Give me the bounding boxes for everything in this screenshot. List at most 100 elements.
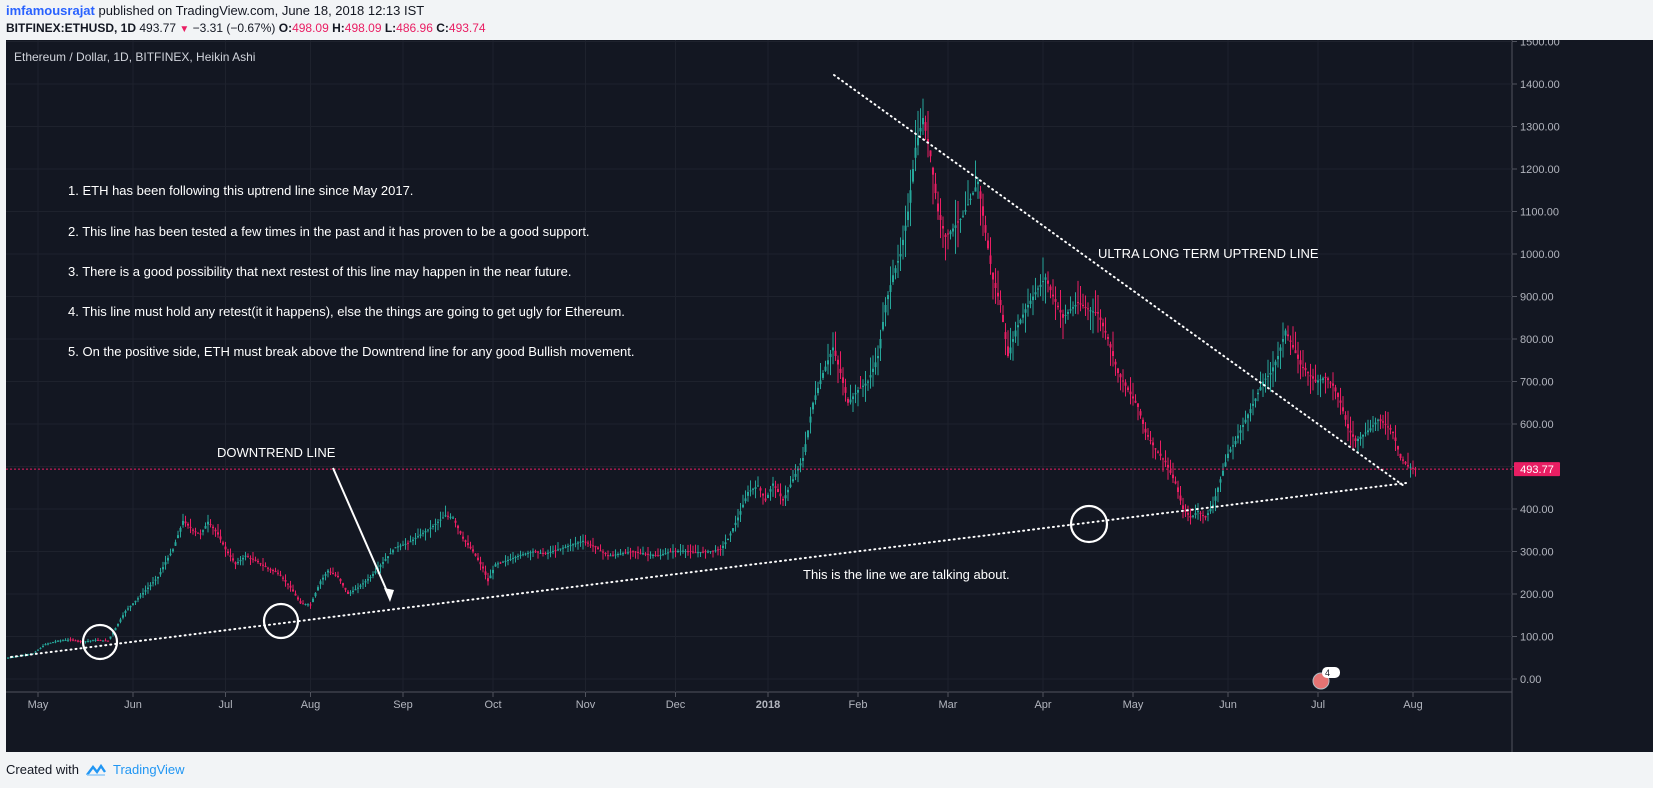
- candle-body: [1384, 423, 1387, 425]
- candle-body: [1354, 438, 1357, 441]
- candle-body: [842, 377, 844, 383]
- candle-body: [897, 261, 899, 263]
- candle-body: [902, 239, 904, 246]
- candle-body: [922, 118, 924, 125]
- candle-body: [632, 551, 634, 553]
- candle-body: [282, 577, 284, 579]
- candle-body: [284, 580, 287, 582]
- candle-body: [867, 381, 869, 383]
- note-2: 2. This line has been tested a few times…: [68, 224, 590, 239]
- candle-body: [1062, 314, 1064, 318]
- candle-body: [894, 268, 897, 273]
- candle-body: [967, 204, 969, 206]
- author-link[interactable]: imfamousrajat: [6, 3, 95, 18]
- candle-body: [482, 566, 484, 569]
- candle-body: [787, 489, 789, 493]
- candle-body: [1049, 286, 1052, 291]
- x-tick-label: Jun: [1219, 699, 1237, 711]
- candle-body: [717, 549, 719, 551]
- chart-canvas[interactable]: 0.00100.00200.00300.00400.00500.00600.00…: [6, 40, 1653, 752]
- candle-body: [259, 563, 262, 565]
- candle-body: [1202, 515, 1204, 517]
- grid: [6, 40, 1512, 692]
- y-tick-label: 0.00: [1520, 674, 1541, 686]
- candle-body: [382, 562, 384, 564]
- candle-body: [44, 644, 47, 646]
- candle-body: [1147, 435, 1149, 437]
- candle-body: [644, 553, 647, 555]
- candle-body: [1382, 421, 1384, 423]
- candle-body: [1112, 351, 1114, 356]
- candle-body: [1362, 434, 1364, 437]
- candle-body: [1212, 504, 1214, 508]
- candle-body: [814, 395, 817, 400]
- candle-body: [404, 543, 407, 545]
- candle-body: [752, 488, 754, 490]
- candle-body: [174, 542, 177, 546]
- candle-body: [77, 640, 79, 642]
- candle-body: [1364, 432, 1367, 434]
- candle-body: [659, 554, 662, 556]
- candle-body: [514, 556, 517, 559]
- candle-body: [217, 532, 219, 535]
- candle-body: [529, 552, 532, 554]
- candle-body: [294, 593, 297, 596]
- candle-body: [1404, 461, 1407, 464]
- candle-body: [942, 225, 944, 229]
- candle-body: [689, 550, 692, 552]
- event-badge[interactable]: 4: [1312, 667, 1340, 690]
- candle-body: [337, 575, 339, 577]
- candle-body: [1014, 330, 1017, 337]
- support-test-circle-2: [262, 602, 300, 640]
- candle-body: [679, 550, 682, 552]
- candle-body: [1069, 309, 1072, 311]
- candle-body: [569, 545, 572, 547]
- candle-body: [1102, 322, 1104, 327]
- candle-body: [1297, 354, 1299, 359]
- candle-body: [1334, 387, 1337, 392]
- candle-body: [397, 546, 399, 548]
- candle-body: [329, 571, 332, 573]
- candle-body: [567, 545, 569, 547]
- candle-body: [1144, 428, 1147, 433]
- chart-title: Ethereum / Dollar, 1D, BITFINEX, Heikin …: [14, 50, 255, 64]
- candle-body: [267, 567, 269, 569]
- candle-body: [1374, 422, 1377, 425]
- candle-body: [279, 574, 282, 576]
- candle-body: [1099, 317, 1102, 320]
- candle-body: [359, 585, 362, 587]
- candle-body: [837, 359, 839, 365]
- candle-body: [714, 550, 717, 552]
- candle-body: [1199, 512, 1202, 514]
- candle-body: [934, 183, 937, 194]
- price-axis[interactable]: [1512, 40, 1653, 752]
- candle-body: [1214, 496, 1217, 501]
- tradingview-link[interactable]: TradingView: [112, 762, 185, 777]
- candle-body: [734, 522, 737, 526]
- candle-body: [1342, 407, 1344, 412]
- pointer-arrow: [332, 467, 394, 602]
- candle-body: [189, 526, 192, 528]
- candle-body: [1227, 453, 1229, 459]
- candle-body: [832, 347, 834, 351]
- high-value: 498.09: [344, 21, 382, 35]
- candle-body: [744, 498, 747, 502]
- candle-body: [1164, 460, 1167, 463]
- candle-body: [1239, 430, 1242, 433]
- note-5: 5. On the positive side, ETH must break …: [68, 344, 635, 359]
- candle-body: [592, 545, 594, 547]
- chart-header-top: imfamousrajat published on TradingView.c…: [6, 3, 424, 18]
- candle-body: [1152, 442, 1154, 446]
- candle-body: [694, 552, 697, 554]
- y-tick-label: 700.00: [1520, 377, 1554, 389]
- candle-body: [1369, 428, 1372, 431]
- candle-body: [194, 531, 197, 533]
- candle-body: [804, 444, 807, 452]
- candle-body: [199, 533, 202, 535]
- candle-body: [399, 545, 402, 547]
- candle-body: [439, 519, 442, 521]
- candle-body: [1277, 356, 1279, 360]
- candle-body: [1024, 309, 1027, 313]
- candle-body: [327, 570, 329, 573]
- candle-body: [692, 551, 694, 553]
